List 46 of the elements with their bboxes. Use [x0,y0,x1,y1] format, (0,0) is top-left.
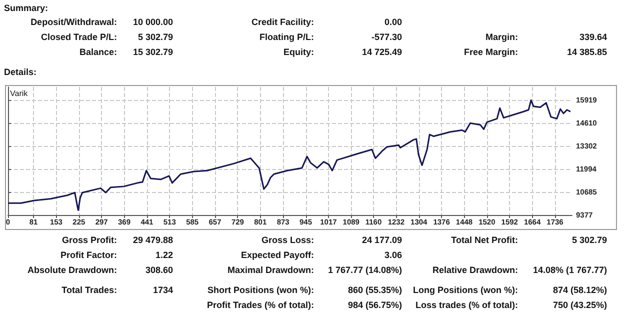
text: 29 479.88 [132,235,173,246]
text: 24 177.09 [362,235,402,246]
text: 1734 [152,285,173,296]
text: Summary: [4,3,48,14]
text: Equity: [284,47,314,58]
text: Closed Trade P/L: [40,32,117,43]
text: Short Positions (won %): [208,285,314,296]
text: Balance: [79,47,117,58]
text: 14 725.49 [362,47,402,58]
text: Expected Payoff: [240,250,314,261]
text: 5 302.79 [138,32,173,43]
text: 874 (58.12%) [552,285,607,296]
text: Details: [4,67,37,78]
text: Maximal Drawdown: [227,265,314,276]
text: Absolute Drawdown: [28,265,117,276]
text: Margin: [486,32,518,43]
text: 984 (56.75%) [348,300,402,311]
text: Credit Facility: [251,17,314,28]
text: Loss trades (% of total): [415,300,518,311]
text: 750 (43.25%) [552,300,607,311]
text: Long Positions (won %): [413,285,518,296]
text: 339.64 [579,32,607,43]
text: 0.00 [384,17,402,28]
text: Free Margin: [464,47,518,58]
text: Total Trades: [62,285,117,296]
text: 5 302.79 [572,235,607,246]
text: Floating P/L: [260,32,314,43]
text: Relative Drawdown: [432,265,518,276]
text: 10 000.00 [132,17,173,28]
text: 308.60 [145,265,173,276]
text: 15 302.79 [132,47,173,58]
text: Total Net Profit: [451,235,518,246]
text: Gross Loss: [261,235,314,246]
text: Deposit/Withdrawal: [30,17,117,28]
annotation: Varik [10,88,28,99]
text: 14 385.85 [566,47,607,58]
text: Gross Profit: [62,235,117,246]
text: 1 767.77 (14.08%) [328,265,402,276]
text: 14.08% (1 767.77) [532,265,607,276]
text: 3.06 [384,250,402,261]
text: 860 (55.35%) [348,285,402,296]
text: Profit Trades (% of total): [206,300,314,311]
text: -577.30 [371,32,402,43]
text: Profit Factor: [60,250,117,261]
line-series [7,99,572,211]
text: 1.22 [155,250,173,261]
